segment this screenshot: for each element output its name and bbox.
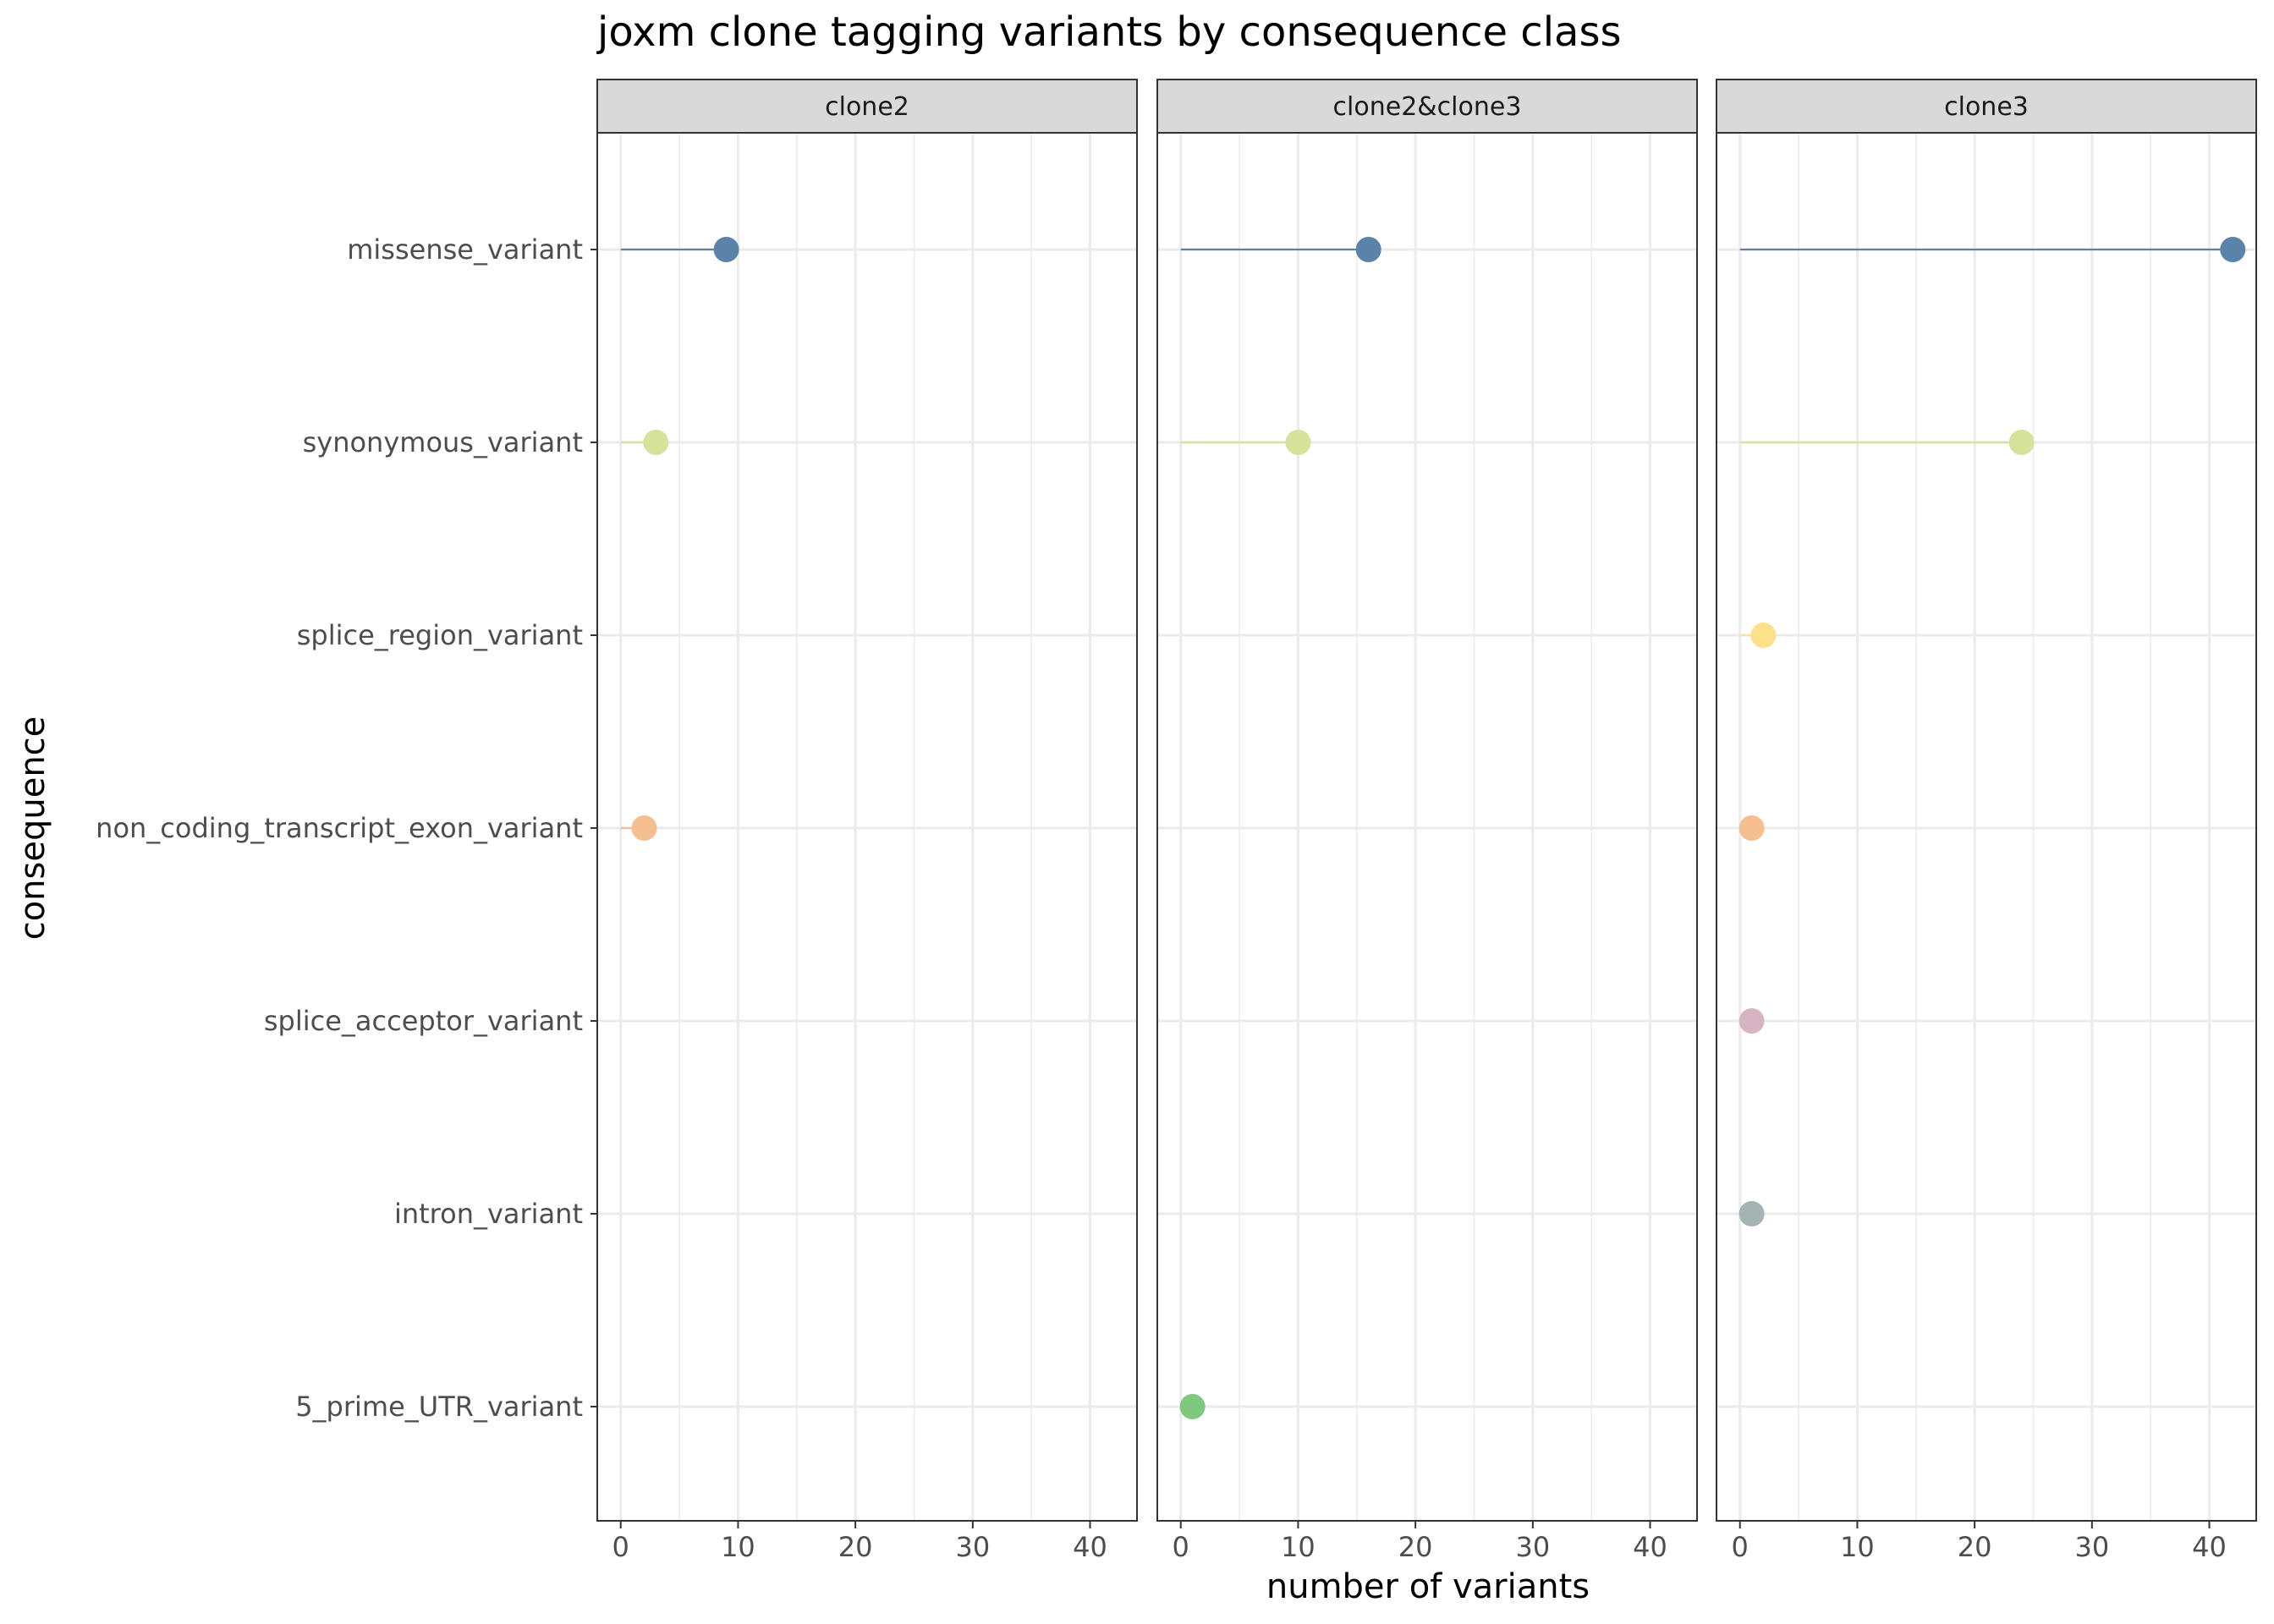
panel-strip bbox=[1156, 79, 1698, 134]
data-point-splice-region-variant bbox=[1750, 623, 1777, 648]
y-tick-label: missense_variant bbox=[347, 233, 583, 266]
data-point-intron-variant bbox=[1738, 1201, 1765, 1226]
y-tick-label: 5_prime_UTR_variant bbox=[295, 1391, 583, 1423]
y-tick-label: splice_region_variant bbox=[297, 619, 583, 651]
x-tick-label: 40 bbox=[2192, 1531, 2227, 1563]
x-tick-label: 0 bbox=[612, 1531, 629, 1563]
x-tick-label: 30 bbox=[955, 1531, 990, 1563]
panel-border bbox=[596, 132, 1138, 1522]
panel-clone2: clone2 0 10 20 30 40 bbox=[596, 79, 1138, 1563]
data-point-missense-variant bbox=[1355, 237, 1381, 262]
panel-clone3: clone3 0 10 20 30 40 bbox=[1716, 79, 2257, 1563]
y-tick-label: splice_acceptor_variant bbox=[264, 1005, 583, 1037]
y-tick-label: intron_variant bbox=[394, 1198, 583, 1230]
data-point-synonymous-variant bbox=[1285, 430, 1311, 455]
y-axis-title: consequence bbox=[14, 716, 52, 941]
x-tick-label: 40 bbox=[1073, 1531, 1107, 1563]
data-point-missense-variant bbox=[713, 237, 739, 262]
x-tick-label: 40 bbox=[1633, 1531, 1667, 1563]
data-point-5-prime-utr-variant bbox=[1179, 1394, 1206, 1419]
panel-border bbox=[1156, 132, 1698, 1522]
data-point-missense-variant bbox=[2220, 237, 2246, 262]
x-tick-label: 20 bbox=[838, 1531, 873, 1563]
x-tick-label: 10 bbox=[1840, 1531, 1875, 1563]
panel-strip-label: clone3 bbox=[1944, 92, 2029, 122]
x-tick-label: 30 bbox=[2074, 1531, 2109, 1563]
data-point-non-coding-transcript-exon-variant bbox=[1738, 815, 1765, 841]
x-tick-label: 10 bbox=[721, 1531, 755, 1563]
x-tick-label: 0 bbox=[1732, 1531, 1749, 1563]
panel-border bbox=[1716, 132, 2257, 1522]
x-tick-label: 20 bbox=[1958, 1531, 1992, 1563]
x-tick-label: 20 bbox=[1398, 1531, 1433, 1563]
x-tick-label: 30 bbox=[1515, 1531, 1550, 1563]
panel-strip bbox=[1716, 79, 2257, 134]
y-tick-label: non_coding_transcript_exon_variant bbox=[96, 812, 583, 844]
panel-strip-label: clone2 bbox=[825, 92, 909, 122]
x-tick-label: 0 bbox=[1173, 1531, 1189, 1563]
data-point-non-coding-transcript-exon-variant bbox=[631, 815, 657, 841]
data-point-synonymous-variant bbox=[643, 430, 669, 455]
y-tick-label: synonymous_variant bbox=[303, 426, 583, 458]
x-tick-label: 10 bbox=[1281, 1531, 1316, 1563]
data-point-synonymous-variant bbox=[2008, 430, 2035, 455]
panel-clone2-clone3: clone2&clone3 0 10 20 30 40 bbox=[1156, 79, 1698, 1563]
data-point-splice-acceptor-variant bbox=[1738, 1008, 1765, 1034]
panel-strip-label: clone2&clone3 bbox=[1333, 92, 1522, 122]
y-axis: missense_variant synonymous_variantsplice… bbox=[96, 233, 597, 1423]
x-axis-title: number of variants bbox=[1266, 1567, 1590, 1606]
chart-title: joxm clone tagging variants by consequen… bbox=[596, 8, 1621, 56]
